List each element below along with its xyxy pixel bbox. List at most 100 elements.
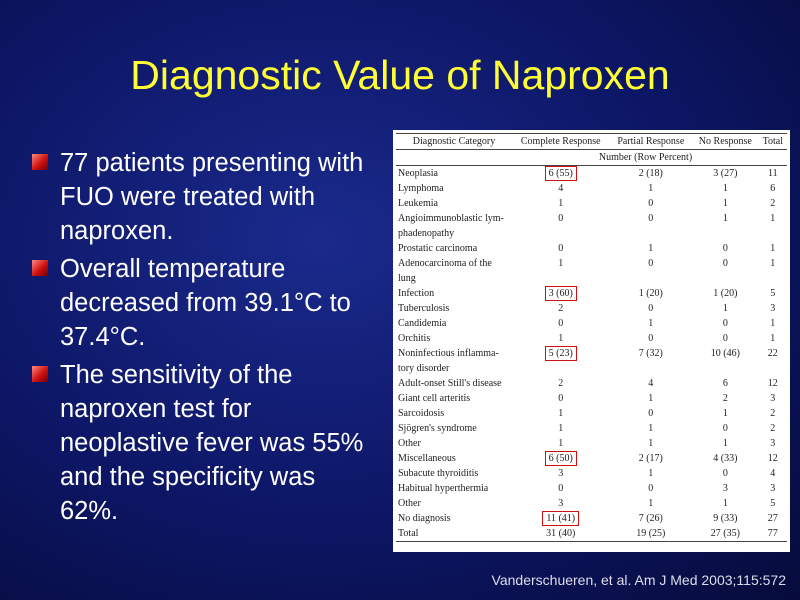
value-cell: 3 (558, 468, 564, 479)
value-cell: 5 (770, 498, 776, 509)
table-row: Sjögren's syndrome 1 1 0 2 (396, 421, 787, 436)
value-cell: 1 (648, 438, 654, 449)
value-cell: 3 (27) (713, 168, 738, 179)
table-row: Total 31 (40) 19 (25) 27 (35) 77 (396, 526, 787, 542)
category-cell: Infection (398, 288, 435, 299)
value-cell: 3 (770, 483, 776, 494)
table-row: Lymphoma 4 1 1 6 (396, 181, 787, 196)
value-cell: 11 (41) (512, 511, 610, 526)
table-row: No diagnosis 11 (41) 7 (26) 9 (33) 27 (396, 511, 787, 526)
highlighted-value: 6 (55) (544, 166, 577, 181)
value-cell: 1 (558, 333, 564, 344)
value-cell: 0 (558, 213, 564, 224)
value-cell: 1 (20) (713, 288, 738, 299)
column-header: Partial Response (609, 133, 693, 150)
value-cell: 0 (558, 393, 564, 404)
value-cell: 11 (767, 168, 778, 179)
column-header: Diagnostic Category (396, 133, 512, 150)
category-cell: Sarcoidosis (398, 408, 445, 419)
table-row: Giant cell arteritis 0 1 2 3 (396, 391, 787, 406)
highlighted-value: 5 (23) (544, 346, 577, 361)
table-row: Orchitis 1 0 0 1 (396, 331, 787, 346)
value-cell: 12 (767, 378, 778, 389)
category-cell: Miscellaneous (398, 453, 456, 464)
value-cell: 0 (558, 243, 564, 254)
value-cell: 0 (722, 318, 728, 329)
category-cell: Giant cell arteritis (398, 393, 471, 404)
table-row: Subacute thyroiditis 3 1 0 4 (396, 466, 787, 481)
column-header: Complete Response (512, 133, 610, 150)
value-cell: 0 (722, 468, 728, 479)
value-cell: 1 (558, 198, 564, 209)
value-cell: 2 (17) (638, 453, 663, 464)
value-cell: 0 (558, 318, 564, 329)
value-cell: 0 (558, 483, 564, 494)
category-cell: Prostatic carcinoma (398, 243, 478, 254)
value-cell: 1 (770, 333, 776, 344)
value-cell: 0 (722, 423, 728, 434)
value-cell: 2 (770, 408, 776, 419)
value-cell: 1 (722, 198, 728, 209)
value-cell: 3 (722, 483, 728, 494)
value-cell: 7 (32) (638, 348, 663, 359)
category-cell: Tuberculosis (398, 303, 450, 314)
value-cell: 19 (25) (609, 526, 693, 542)
category-cell: Neoplasia (398, 168, 438, 179)
value-cell: 1 (722, 498, 728, 509)
bullet: The sensitivity of the naproxen test for… (30, 358, 370, 528)
category-cell: Adult-onset Still's disease (398, 378, 502, 389)
category-cell: Total (396, 526, 512, 542)
value-cell: 0 (648, 408, 654, 419)
table-row: Adenocarcinoma of the lung 1 0 0 1 (396, 256, 787, 286)
value-cell: 0 (722, 333, 728, 344)
results-table: Diagnostic Category Complete Response Part… (396, 133, 787, 542)
value-cell: 6 (55) (512, 166, 610, 181)
value-cell: 0 (648, 303, 654, 314)
highlighted-value: 11 (41) (542, 511, 580, 526)
value-cell: 2 (770, 423, 776, 434)
value-cell: 1 (722, 408, 728, 419)
value-cell: 12 (767, 453, 778, 464)
column-header: Total (758, 133, 787, 150)
value-cell: 4 (33) (713, 453, 738, 464)
value-cell: 2 (558, 303, 564, 314)
value-cell: 6 (50) (512, 451, 610, 466)
highlighted-value: 6 (50) (544, 451, 577, 466)
bullet-list: 77 patients presenting with FUO were tre… (30, 146, 370, 532)
value-cell: 77 (758, 526, 787, 542)
value-cell: 1 (648, 393, 654, 404)
value-cell: 3 (770, 438, 776, 449)
value-cell: 2 (558, 378, 564, 389)
value-cell: 31 (40) (512, 526, 610, 542)
value-cell: 4 (558, 183, 564, 194)
value-cell: 7 (26) (638, 513, 663, 524)
subheader: Number (Row Percent) (396, 149, 787, 166)
value-cell: 6 (770, 183, 776, 194)
column-header: No Response (692, 133, 759, 150)
value-cell: 1 (648, 468, 654, 479)
value-cell: 1 (558, 408, 564, 419)
value-cell: 1 (558, 438, 564, 449)
value-cell: 1 (648, 183, 654, 194)
category-cell: Leukemia (398, 198, 438, 209)
value-cell: 6 (722, 378, 728, 389)
table-row: Infection 3 (60) 1 (20) 1 (20) 5 (396, 286, 787, 301)
value-cell: 22 (767, 348, 778, 359)
header-row: Diagnostic Category Complete Response Part… (396, 133, 787, 150)
value-cell: 4 (648, 378, 654, 389)
value-cell: 0 (648, 483, 654, 494)
value-cell: 2 (770, 198, 776, 209)
value-cell: 0 (648, 258, 654, 269)
category-cell: Adenocarcinoma of the lung (398, 258, 492, 284)
table-row: Noninfectious inflamma- tory disorder 5 (… (396, 346, 787, 376)
value-cell: 1 (722, 213, 728, 224)
value-cell: 1 (770, 318, 776, 329)
category-cell: Lymphoma (398, 183, 444, 194)
category-cell: Angioimmunoblastic lym- phadenopathy (398, 213, 504, 239)
value-cell: 1 (648, 318, 654, 329)
category-cell: Sjögren's syndrome (398, 423, 477, 434)
value-cell: 27 (35) (692, 526, 759, 542)
bullet: Overall temperature decreased from 39.1°… (30, 252, 370, 354)
value-cell: 3 (60) (512, 286, 610, 301)
value-cell: 5 (770, 288, 776, 299)
